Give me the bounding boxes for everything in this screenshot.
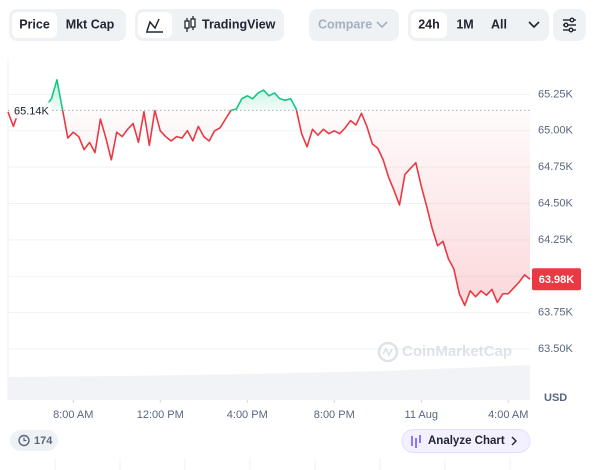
analyze-button[interactable]	[401, 429, 531, 453]
y-tick-label: 63.50K	[538, 343, 574, 355]
x-tick-label: 8:00 AM	[53, 409, 93, 421]
toolbar: Price Mkt Cap TradingView Compare 24h 1M…	[9, 9, 586, 41]
compare-button[interactable]	[309, 9, 399, 41]
y-tick-label: 65.00K	[538, 125, 574, 137]
tradingview-label[interactable]: TradingView	[202, 17, 276, 31]
view-group	[135, 9, 284, 41]
price-line-up	[18, 79, 298, 111]
y-tick-label: 64.25K	[538, 234, 574, 246]
range-1m-label[interactable]: 1M	[456, 17, 473, 31]
footer: 174 Analyze Chart	[10, 429, 531, 453]
x-tick-label: 8:00 PM	[314, 409, 355, 421]
x-tick-label: 11 Aug	[405, 409, 438, 421]
area-below-reference	[8, 110, 530, 306]
range-24h-label[interactable]: 24h	[418, 17, 440, 31]
reference-label: 65.14K	[14, 105, 50, 117]
history-count[interactable]: 174	[34, 435, 53, 447]
mktcap-label[interactable]: Mkt Cap	[66, 17, 115, 31]
price-button[interactable]	[12, 12, 57, 38]
y-tick-label: 63.75K	[538, 307, 574, 319]
compare-label[interactable]: Compare	[318, 17, 372, 31]
candle-icon	[184, 16, 196, 32]
price-label[interactable]: Price	[19, 17, 50, 31]
watermark-text: CoinMarketCap	[402, 343, 512, 360]
analyze-label[interactable]: Analyze Chart	[428, 435, 505, 447]
y-axis-unit: USD	[544, 392, 567, 404]
current-price-tag	[532, 268, 581, 291]
history-icon-hands	[23, 437, 27, 442]
bottom-separators	[54, 458, 511, 470]
analyze-icon	[411, 435, 421, 448]
line-icon	[146, 18, 163, 33]
plot	[7, 79, 531, 307]
reference-label-bg	[11, 102, 51, 119]
area-above-reference	[8, 79, 530, 111]
range-all-label[interactable]: All	[491, 17, 507, 31]
x-tick-label: 4:00 AM	[488, 409, 528, 421]
watermark: CoinMarketCap	[377, 341, 512, 363]
current-price-label: 63.98K	[539, 274, 575, 286]
price-line-down	[7, 110, 531, 307]
labels: 63.50K63.75K64.00K64.25K64.50K64.75K65.0…	[11, 88, 581, 421]
settings-icon	[563, 17, 576, 33]
range-24h-button[interactable]	[411, 12, 447, 38]
compare-chevron	[376, 21, 388, 29]
y-tick-label: 64.50K	[538, 197, 574, 209]
x-tick-label: 12:00 PM	[137, 409, 184, 421]
line-view-button[interactable]	[138, 12, 172, 38]
history-icon	[18, 434, 30, 447]
volume-area	[8, 365, 530, 400]
x-tick-label: 4:00 PM	[227, 409, 268, 421]
y-tick-label: 64.75K	[538, 161, 574, 173]
y-tick-label: 65.25K	[538, 88, 574, 100]
range-chevron[interactable]	[528, 21, 540, 29]
analyze-chevron	[511, 436, 517, 446]
